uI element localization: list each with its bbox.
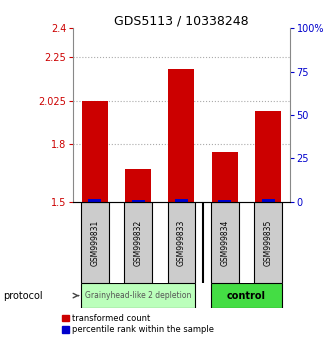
Bar bbox=[132, 200, 145, 202]
Bar bbox=[81, 202, 109, 283]
Text: GSM999835: GSM999835 bbox=[263, 219, 273, 266]
Bar bbox=[262, 199, 275, 202]
Bar bbox=[211, 202, 239, 283]
Bar bbox=[124, 202, 152, 283]
Bar bbox=[89, 199, 101, 202]
Bar bbox=[175, 199, 188, 202]
Text: GSM999832: GSM999832 bbox=[134, 219, 143, 266]
Legend: transformed count, percentile rank within the sample: transformed count, percentile rank withi… bbox=[61, 312, 216, 336]
Bar bbox=[255, 111, 281, 202]
Text: GSM999834: GSM999834 bbox=[220, 219, 229, 266]
Bar bbox=[168, 69, 194, 202]
Title: GDS5113 / 10338248: GDS5113 / 10338248 bbox=[114, 14, 249, 27]
Bar bbox=[218, 200, 231, 202]
Text: control: control bbox=[227, 291, 266, 301]
Bar bbox=[82, 101, 108, 202]
Bar bbox=[81, 283, 195, 308]
Text: Grainyhead-like 2 depletion: Grainyhead-like 2 depletion bbox=[85, 291, 191, 300]
Bar bbox=[211, 283, 282, 308]
Bar bbox=[254, 202, 282, 283]
Bar bbox=[125, 169, 151, 202]
Bar bbox=[212, 152, 238, 202]
Text: protocol: protocol bbox=[3, 291, 43, 301]
Bar bbox=[167, 202, 195, 283]
Text: GSM999833: GSM999833 bbox=[177, 219, 186, 266]
Text: GSM999831: GSM999831 bbox=[90, 219, 100, 266]
